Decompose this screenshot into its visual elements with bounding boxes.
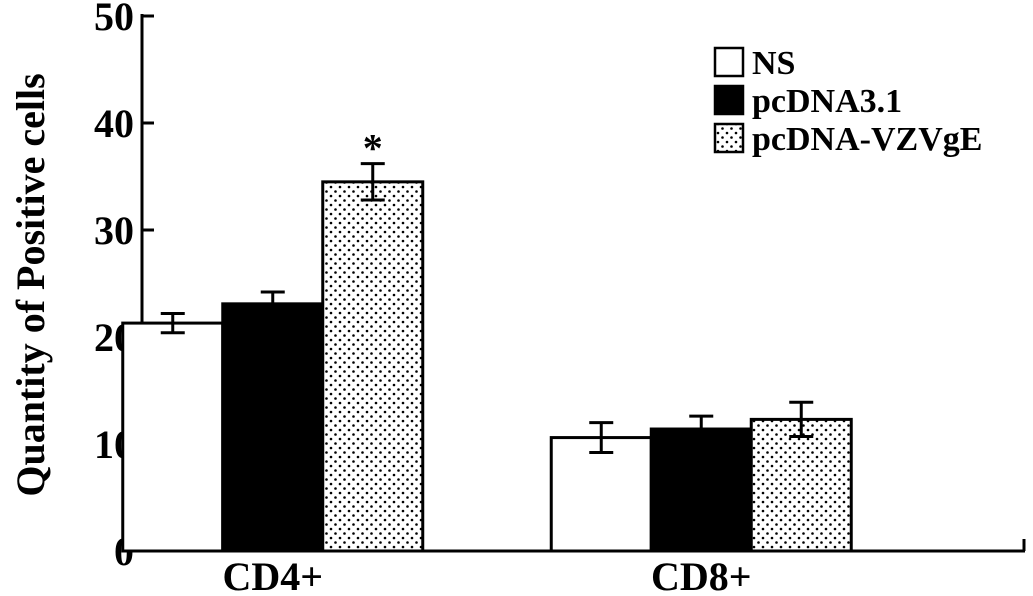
legend-swatch	[713, 122, 745, 154]
y-tick-label: 50	[94, 0, 134, 39]
y-tick-label: 30	[94, 208, 134, 253]
y-tick-label: 40	[94, 101, 134, 146]
legend-label: pcDNA-VZVgE	[752, 121, 982, 158]
legend-swatch	[713, 46, 745, 78]
x-tick-label: CD8+	[651, 554, 752, 596]
bar-pcdna3.1-cd4plus	[221, 302, 325, 553]
x-tick-label: CD4+	[222, 554, 323, 596]
legend-swatch	[713, 84, 745, 116]
bar-pcdna-vzvge-cd8plus	[749, 417, 853, 553]
bar-pcdna-vzvge-cd4plus	[321, 180, 425, 553]
bar-ns-cd8plus	[549, 436, 653, 553]
significance-marker: *	[363, 126, 383, 171]
legend-label: pcDNA3.1	[752, 83, 902, 120]
bars: *	[121, 126, 853, 553]
legend-label: NS	[752, 45, 795, 82]
bar-pcdna3.1-cd8plus	[649, 427, 753, 553]
y-axis-label: Quantity of Positive cells	[8, 73, 53, 496]
bar-ns-cd4plus	[121, 321, 225, 553]
